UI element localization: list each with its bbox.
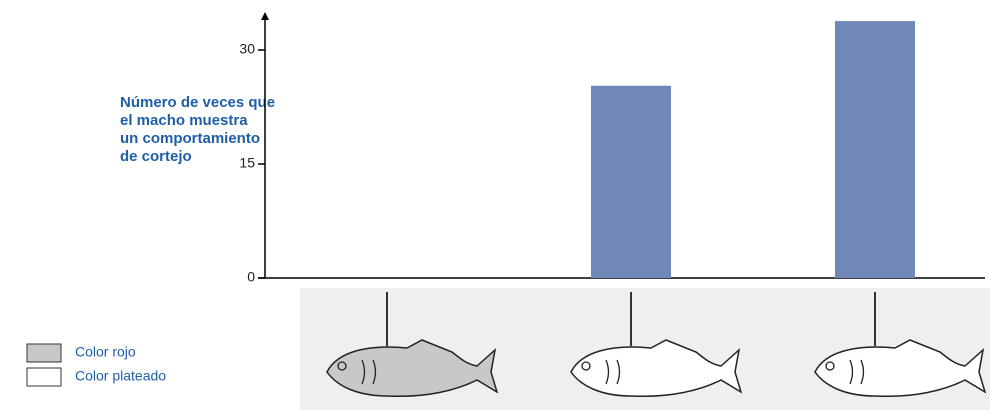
fish-eye	[337, 361, 347, 371]
fish-model	[570, 339, 743, 398]
legend-swatch	[26, 343, 62, 363]
y-axis-label: un comportamiento	[120, 130, 260, 147]
y-axis-label: el macho muestra	[120, 112, 248, 129]
fish-gill	[849, 359, 865, 385]
fish-gill	[605, 359, 621, 385]
bar	[591, 85, 671, 278]
y-tick-label: 0	[247, 269, 255, 285]
y-axis-arrow	[261, 12, 269, 20]
fish-eye	[581, 361, 591, 371]
y-tick-label: 15	[239, 155, 255, 171]
legend-label: Color rojo	[75, 344, 136, 360]
fish-model	[326, 339, 499, 398]
fish-gill	[361, 359, 377, 385]
fish-eye	[825, 361, 835, 371]
legend-swatch	[26, 367, 62, 387]
bar	[835, 21, 915, 279]
legend-label: Color plateado	[75, 368, 166, 384]
y-axis-label: Número de veces que	[120, 94, 275, 111]
y-axis-label: de cortejo	[120, 148, 192, 165]
fish-model	[814, 339, 987, 398]
y-tick-label: 30	[239, 41, 255, 57]
